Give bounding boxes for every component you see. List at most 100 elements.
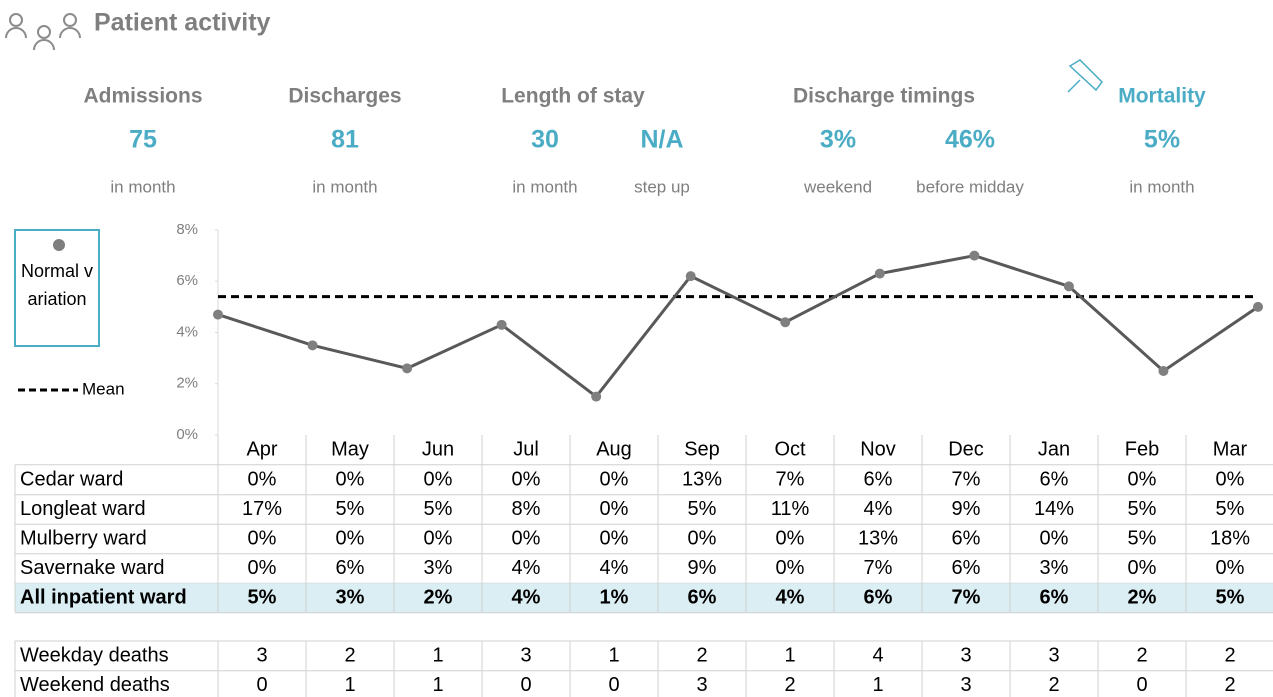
cell: 2: [696, 644, 707, 666]
cell: 9%: [952, 498, 981, 520]
cell: 7%: [952, 468, 981, 490]
cell: 0%: [512, 527, 541, 549]
y-tick-label: 0%: [176, 426, 198, 443]
cell: 0%: [600, 498, 629, 520]
cell: 0%: [688, 527, 717, 549]
cell: 0%: [248, 468, 277, 490]
cell: 5%: [336, 498, 365, 520]
x-tick-label: Dec: [948, 438, 984, 460]
kpi-title: Discharges: [288, 85, 401, 108]
cell: 0%: [776, 527, 805, 549]
cell: 0%: [1216, 557, 1245, 579]
series-line: [217, 254, 1259, 399]
kpi-caption: in month: [312, 177, 377, 196]
cell: 2%: [1128, 586, 1157, 608]
cell: 1: [432, 674, 443, 696]
kpi-caption: before midday: [916, 177, 1024, 196]
kpi-value: 5%: [1144, 126, 1180, 154]
cell: 0%: [600, 527, 629, 549]
cell: 6%: [1040, 586, 1069, 608]
data-point: [496, 319, 507, 330]
cell: 2%: [424, 586, 453, 608]
data-point: [1253, 301, 1263, 312]
cell: 3%: [424, 557, 453, 579]
cell: 7%: [776, 468, 805, 490]
cell: 6%: [336, 557, 365, 579]
cell: 6%: [1040, 468, 1069, 490]
data-point: [685, 271, 696, 282]
data-point: [213, 309, 223, 320]
cell: 0%: [424, 527, 453, 549]
cell: 1: [344, 674, 355, 696]
x-tick-label: Oct: [774, 438, 806, 460]
data-point: [591, 391, 602, 402]
cell: 1: [432, 644, 443, 666]
cell: 5%: [248, 586, 277, 608]
row-label: Cedar ward: [20, 468, 123, 490]
cell: 9%: [688, 557, 717, 579]
cell: 0: [520, 674, 531, 696]
cell: 2: [1136, 644, 1147, 666]
x-tick-label: Nov: [860, 438, 896, 460]
cell: 3%: [1040, 557, 1069, 579]
kpi-caption: weekend: [803, 177, 872, 196]
row-label: Weekday deaths: [20, 644, 169, 666]
cell: 0%: [776, 557, 805, 579]
cell: 2: [784, 674, 795, 696]
row-highlight: [15, 583, 1273, 613]
cell: 6%: [864, 586, 893, 608]
row-label: Weekend deaths: [20, 674, 170, 696]
cell: 17%: [242, 498, 282, 520]
data-point: [307, 340, 318, 351]
kpi-title: Length of stay: [501, 85, 645, 108]
data-point: [1063, 281, 1074, 292]
cell: 18%: [1210, 527, 1250, 549]
cell: 0%: [600, 468, 629, 490]
cell: 0%: [1128, 557, 1157, 579]
x-tick-label: Jul: [513, 438, 539, 460]
data-point: [1158, 365, 1169, 376]
cell: 2: [344, 644, 355, 666]
cell: 2: [1224, 674, 1235, 696]
x-tick-label: Feb: [1125, 438, 1159, 460]
cell: 0%: [512, 468, 541, 490]
data-point: [402, 363, 413, 374]
kpi-title: Mortality: [1118, 85, 1206, 108]
cell: 0%: [1216, 468, 1245, 490]
cell: 6%: [688, 586, 717, 608]
cell: 13%: [682, 468, 722, 490]
cell: 13%: [858, 527, 898, 549]
cell: 4%: [512, 586, 541, 608]
cell: 7%: [864, 557, 893, 579]
cell: 8%: [512, 498, 541, 520]
x-tick-label: Aug: [596, 438, 632, 460]
cell: 4: [872, 644, 883, 666]
cell: 5%: [1128, 498, 1157, 520]
cell: 1: [608, 644, 619, 666]
cell: 0%: [1128, 468, 1157, 490]
cell: 0: [1136, 674, 1147, 696]
x-tick-label: May: [331, 438, 369, 460]
cell: 5%: [1216, 498, 1245, 520]
cell: 6%: [952, 557, 981, 579]
y-tick-label: 2%: [176, 375, 198, 392]
cell: 2: [1224, 644, 1235, 666]
cell: 0%: [336, 468, 365, 490]
kpi-caption: in month: [1129, 177, 1194, 196]
cell: 0%: [1040, 527, 1069, 549]
cell: 0%: [424, 468, 453, 490]
cell: 0: [256, 674, 267, 696]
cell: 7%: [952, 586, 981, 608]
cell: 3: [1048, 644, 1059, 666]
people-icon: [5, 13, 81, 51]
kpi-caption: step up: [634, 177, 690, 196]
legend: Normal variation: [14, 229, 100, 347]
cell: 3: [696, 674, 707, 696]
kpi-value: 3%: [820, 126, 856, 154]
cell: 3: [960, 644, 971, 666]
row-label: Longleat ward: [20, 498, 146, 520]
cell: 5%: [1128, 527, 1157, 549]
cell: 4%: [600, 557, 629, 579]
